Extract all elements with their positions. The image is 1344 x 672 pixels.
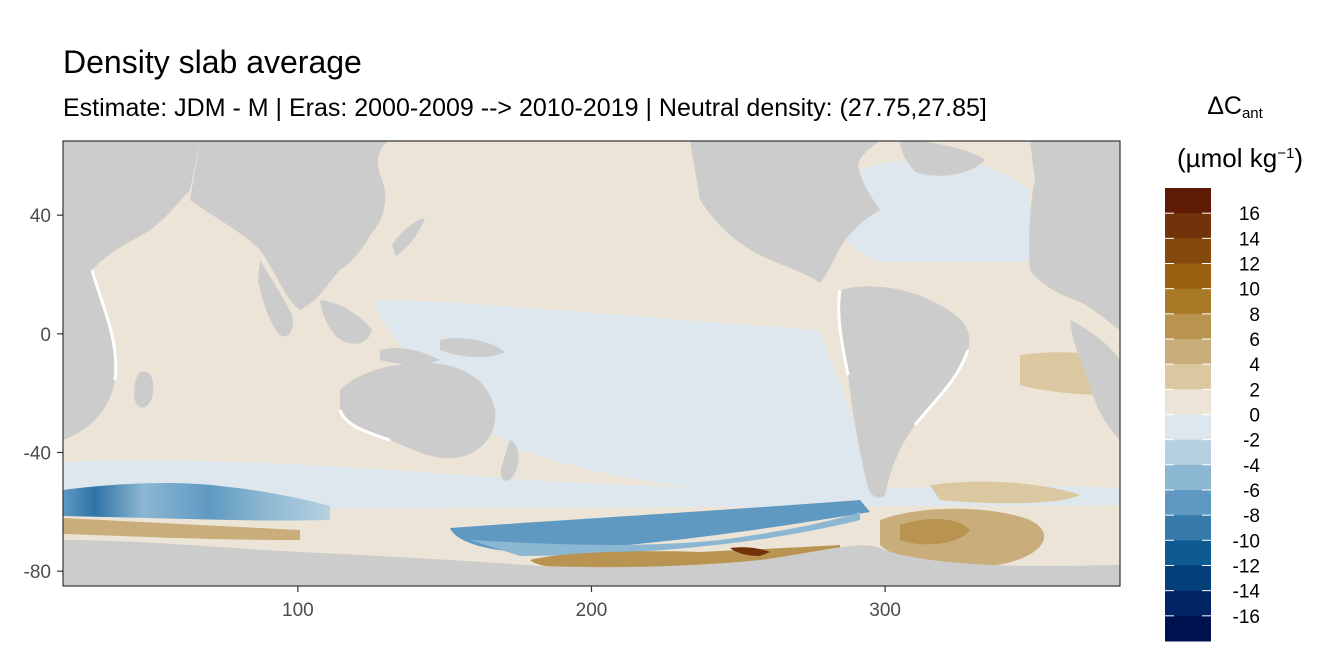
ocean-field-negative-pacific-edge [470,512,860,556]
colorbar-label: 4 [1249,355,1260,376]
map-panel [63,141,1120,586]
colorbar-label: 10 [1239,280,1260,301]
ocean-field-strong-negative-pacific [450,500,870,552]
colorbar-label: -4 [1243,456,1260,477]
colorbar-bin [1165,288,1211,315]
x-tick-label: 200 [576,600,608,621]
colorbar-label: 2 [1249,380,1260,401]
colorbar-label: 8 [1249,305,1260,326]
land-asia [190,141,388,310]
land-new-guinea [440,338,505,358]
x-axis: 100 200 300 [282,586,901,621]
land-europe-africa-east [1029,141,1120,330]
colorbar-label: -6 [1243,481,1260,502]
colorbar-bin [1165,313,1211,340]
colorbar-bin [1165,238,1211,264]
colorbar-bin [1165,590,1211,617]
legend-title-main: ΔC [1207,92,1242,120]
coast-africa-east [90,269,118,381]
colorbar-label: 16 [1239,204,1260,225]
colorbar-label: 0 [1249,406,1260,427]
land-southern-africa-east [1070,320,1120,440]
colorbar-bin [1165,565,1211,592]
legend-unit: (µmol kg−1) [1150,134,1330,178]
ocean-field-negative-southern [63,460,1120,510]
colorbar-bin [1165,389,1211,415]
ocean-field-strong-negative-indian [63,483,330,521]
coast-south-america-west [837,289,850,376]
ocean-field-strong-positive-amundsen [730,547,770,556]
ocean-field-positive-south-atlantic [930,481,1080,504]
ocean-field-positive-weddell-core [900,518,970,545]
colorbar-bin [1165,464,1211,491]
x-tick-label: 100 [282,600,314,621]
land-japan [392,218,425,256]
colorbar-label: 12 [1239,255,1260,276]
legend-title: ΔCant [1160,86,1310,134]
coast-south-america-east [913,349,970,426]
colorbar: 16 14 12 10 8 6 4 2 0 -2 -4 -6 -8 -10 -12 -14 -16 [1165,188,1260,642]
colorbar-label: -2 [1243,431,1260,452]
ocean-field-positive-indian-antarctic [63,518,300,540]
colorbar-bin [1165,263,1211,290]
ocean-field-negative-atlantic [830,158,1030,262]
land-masses [63,141,1120,586]
legend-unit-superscript: −1 [1277,145,1295,162]
y-tick-label: -80 [24,562,51,583]
legend-title-subscript: ant [1241,105,1263,122]
coast-australia-south [338,409,391,442]
land-greenland [900,141,985,176]
y-tick-label: 40 [30,206,51,227]
y-tick-label: 0 [40,325,51,346]
land-africa [63,141,200,440]
colorbar-bin [1165,490,1211,516]
colorbar-bin [1165,515,1211,541]
legend-unit-suffix: ) [1294,143,1303,173]
chart-subtitle: Estimate: JDM - M | Eras: 2000-2009 --> … [63,94,987,122]
colorbar-label: -8 [1243,506,1260,527]
y-axis: 40 0 -40 -80 [24,206,63,583]
colorbar-bin [1165,339,1211,365]
chart-title: Density slab average [63,44,362,80]
colorbar-label: 14 [1239,229,1261,250]
land-antarctica [63,540,1120,586]
coastline-gaps [90,269,970,442]
colorbar-bin [1165,213,1211,239]
colorbar-label: -10 [1233,531,1260,552]
colorbar-label: 6 [1249,330,1260,351]
x-tick-label: 300 [869,600,901,621]
land-southeast-asia [320,300,372,344]
colorbar-bin [1165,364,1211,390]
colorbar-bin [1165,439,1211,466]
land-india [258,260,294,337]
colorbar-bin [1165,540,1211,566]
legend-unit-prefix: (µmol kg [1177,143,1278,173]
land-new-zealand [500,440,519,481]
y-tick-label: -40 [24,444,51,465]
land-north-america [690,141,880,283]
colorbar-bin [1165,414,1211,441]
land-south-america [838,286,970,498]
colorbar-label: -12 [1233,557,1260,578]
land-indonesia [380,348,440,365]
land-madagascar [134,371,154,408]
colorbar-bin [1165,188,1211,214]
colorbar-label: -14 [1233,582,1261,603]
colorbar-bin [1165,615,1211,642]
land-australia [340,363,496,459]
colorbar-label: -16 [1233,607,1260,628]
